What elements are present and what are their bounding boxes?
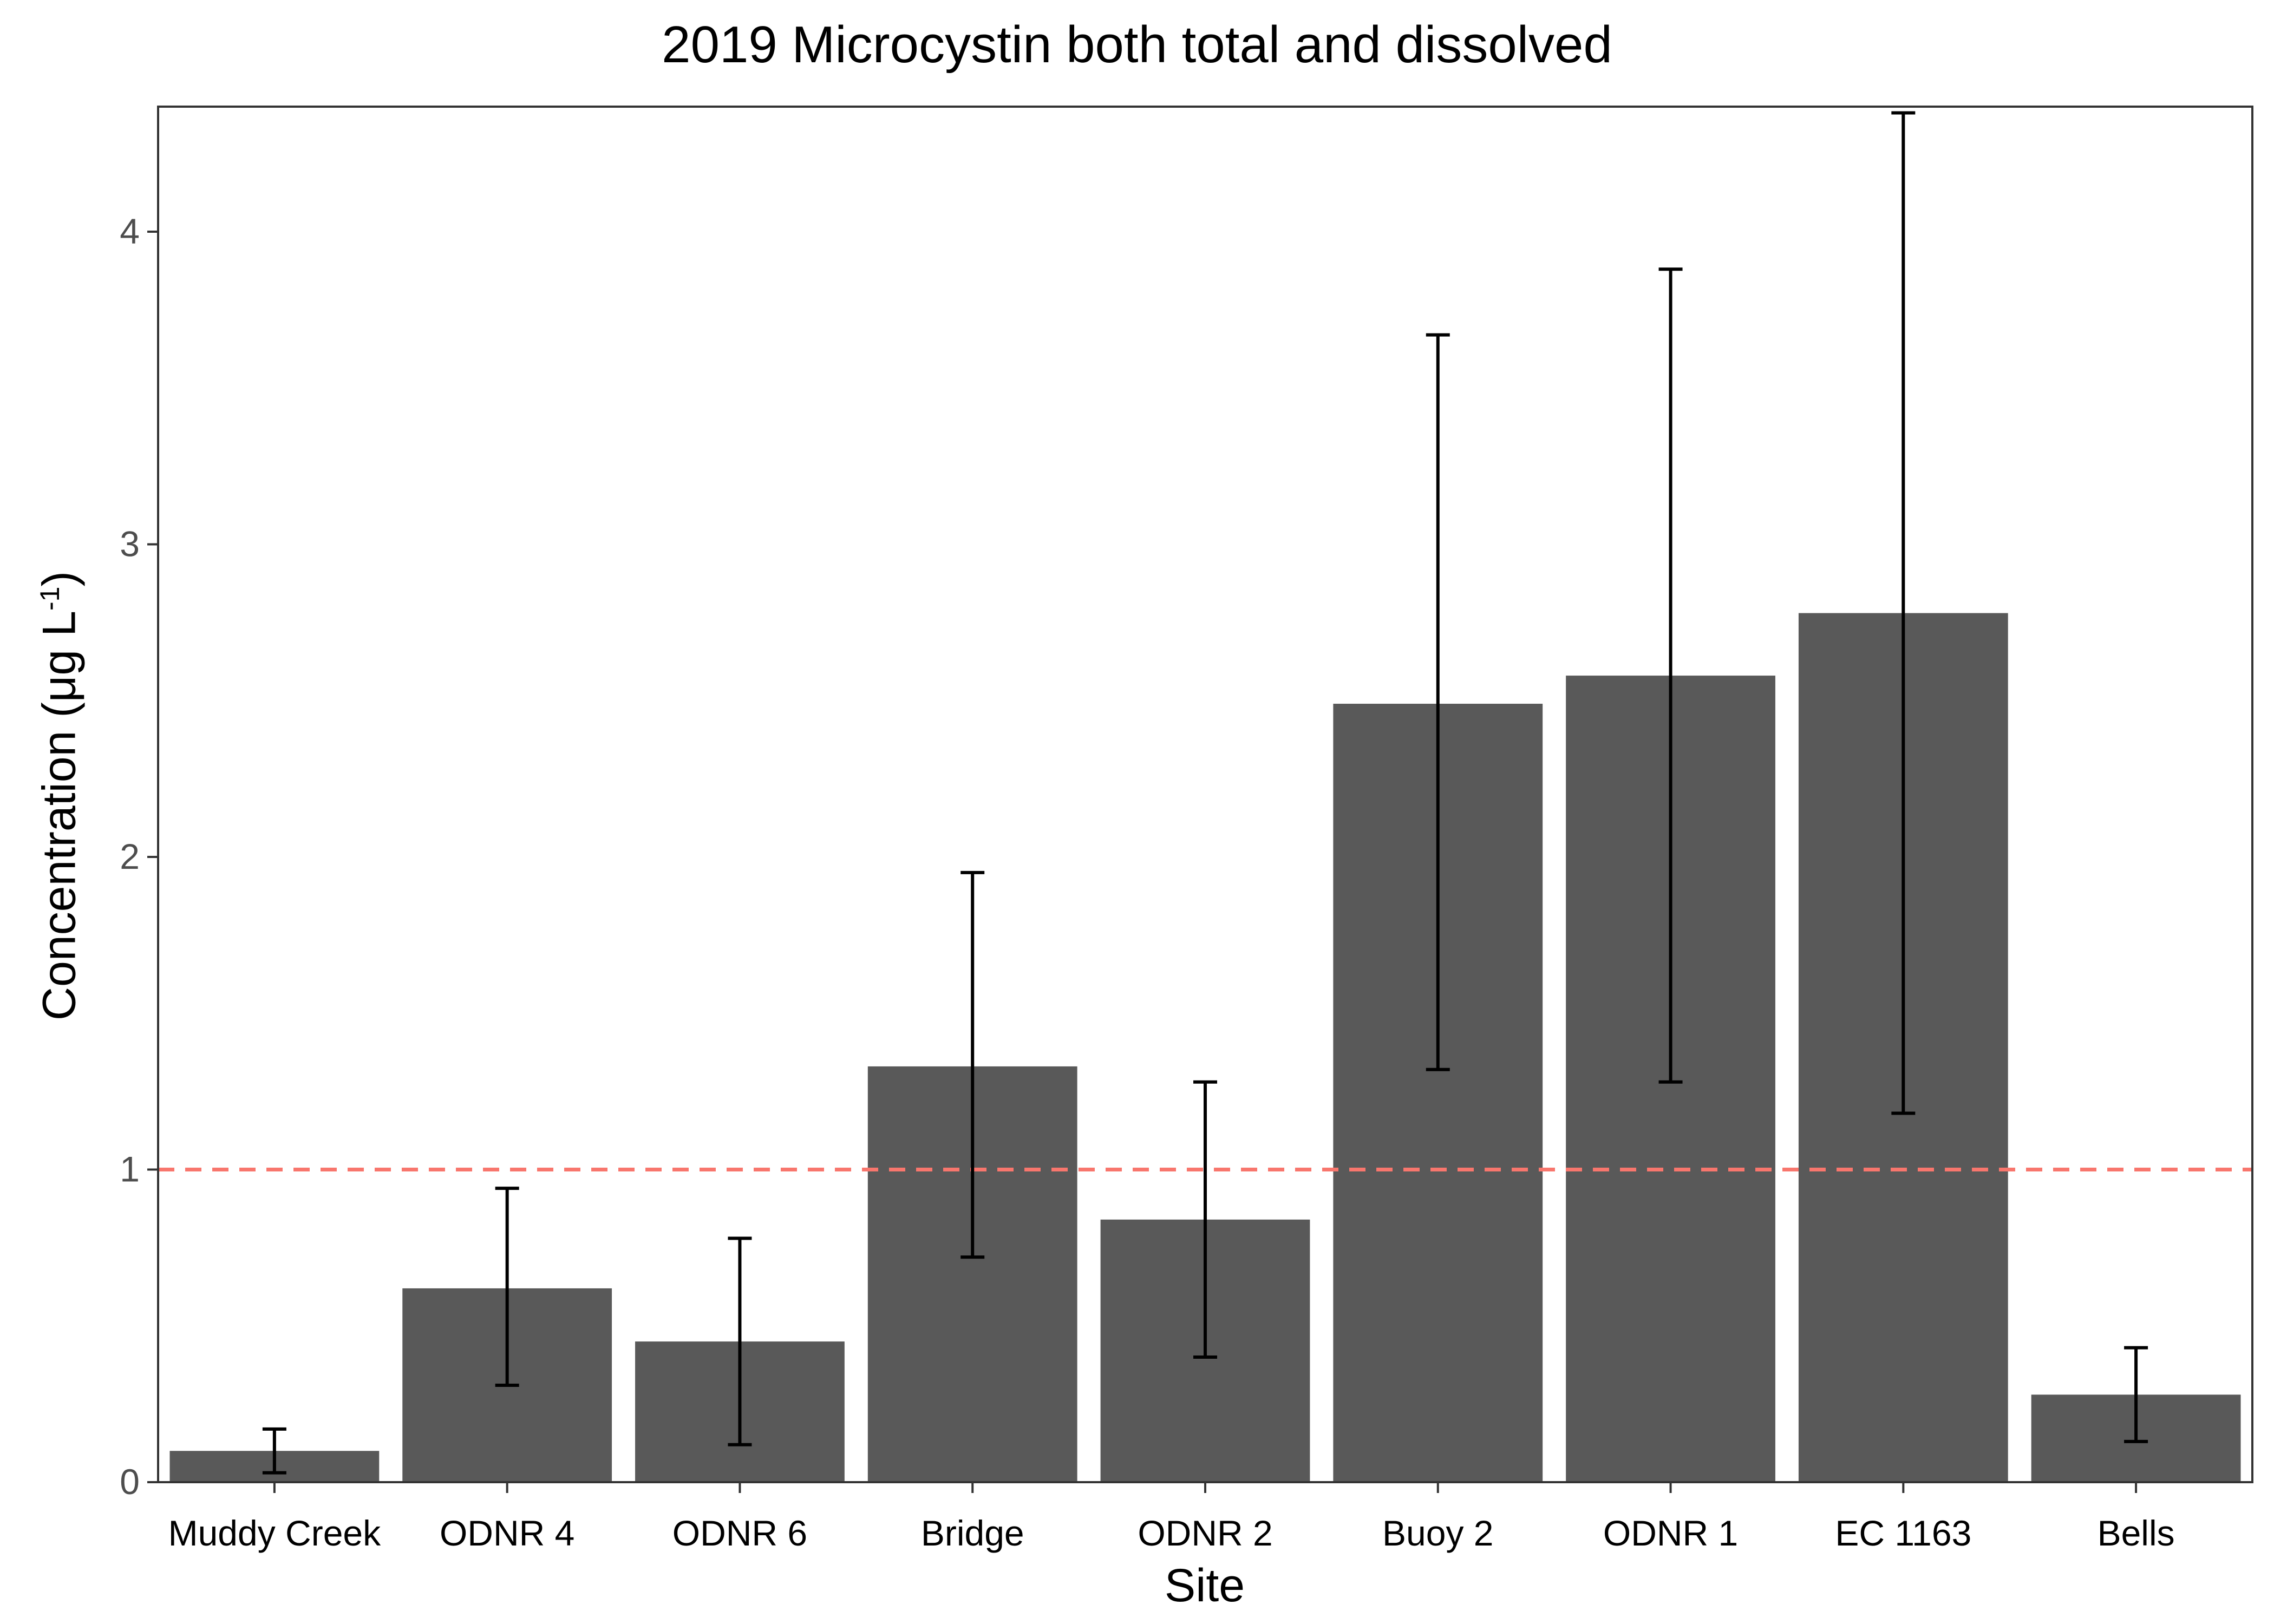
x-tick-label: ODNR 6: [672, 1513, 807, 1553]
y-axis-label-superscript: -1: [34, 586, 65, 611]
x-tick-label: ODNR 2: [1138, 1513, 1272, 1553]
y-axis-label-close: ): [33, 571, 86, 587]
x-tick-label: EC 1163: [1835, 1513, 1971, 1553]
y-tick-label: 2: [120, 836, 140, 876]
x-tick-label: Bells: [2097, 1513, 2175, 1553]
y-tick-label: 1: [120, 1149, 140, 1189]
x-tick-label: Buoy 2: [1382, 1513, 1493, 1553]
x-tick-label: ODNR 1: [1603, 1513, 1738, 1553]
y-axis-label-main: Concentration (μg L: [33, 611, 86, 1021]
y-axis-label: Concentration (μg L-1): [33, 571, 87, 1020]
x-tick-label: ODNR 4: [440, 1513, 574, 1553]
x-axis-label: Site: [1164, 1560, 1245, 1612]
y-tick-label: 3: [120, 524, 140, 564]
x-tick-label: Bridge: [921, 1513, 1024, 1553]
y-tick-label: 4: [120, 211, 140, 251]
y-tick-label: 0: [120, 1462, 140, 1502]
x-tick-label: Muddy Creek: [168, 1513, 381, 1553]
chart-title: 2019 Microcystin both total and dissolve…: [662, 16, 1612, 74]
